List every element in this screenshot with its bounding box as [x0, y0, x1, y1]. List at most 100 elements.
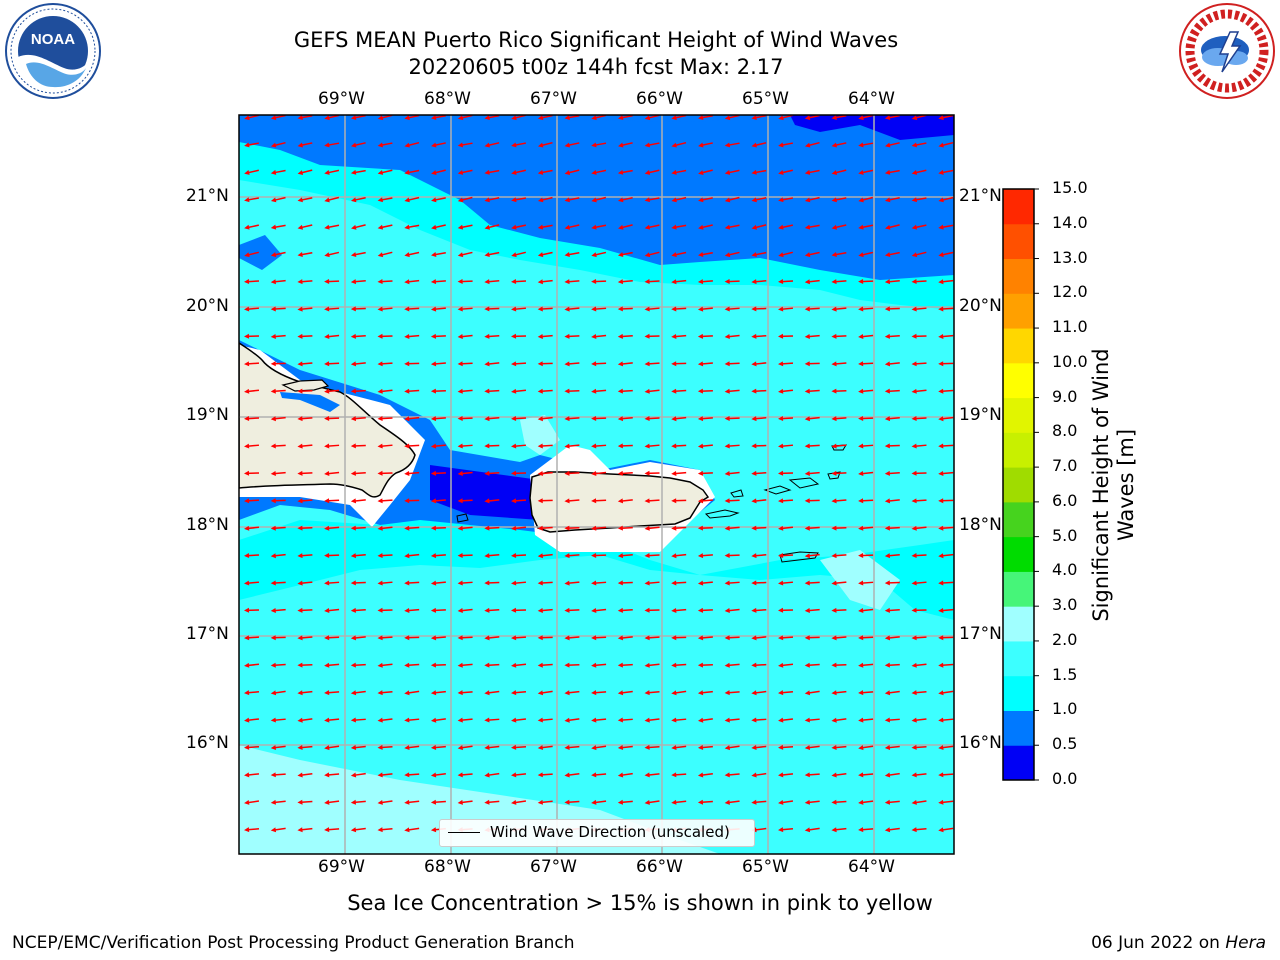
wave-direction-arrow: [804, 115, 820, 121]
wave-direction-arrow: [644, 279, 660, 285]
samana-bay: [280, 392, 340, 412]
wave-direction-arrow: [537, 443, 553, 449]
wave-direction-arrow: [511, 224, 527, 230]
wave-direction-arrow: [297, 690, 313, 696]
wave-direction-arrow: [938, 635, 954, 641]
wave-direction-arrow: [377, 115, 393, 121]
wave-direction-arrow: [778, 416, 794, 422]
wave-direction-arrow: [270, 717, 286, 723]
wave-band-2.0-3.0-east: [820, 550, 900, 610]
wave-direction-arrow: [511, 306, 527, 312]
wave-direction-arrow: [617, 553, 633, 559]
wave-direction-arrow: [484, 115, 500, 121]
wave-direction-arrow: [697, 690, 713, 696]
wave-direction-arrow: [377, 607, 393, 613]
wave-direction-arrow: [537, 580, 553, 586]
wave-direction-arrow: [804, 827, 820, 833]
colorbar-swatch: [1003, 467, 1034, 503]
wave-direction-arrow: [591, 443, 607, 449]
wave-direction-arrow: [671, 333, 687, 339]
wave-direction-arrow: [484, 525, 500, 531]
wave-direction-arrow: [724, 717, 740, 723]
wave-direction-arrow: [564, 306, 580, 312]
wave-direction-arrow: [644, 224, 660, 230]
wave-direction-arrow: [911, 662, 927, 668]
wave-direction-arrow: [270, 607, 286, 613]
wave-direction-arrow: [324, 443, 340, 449]
wave-direction-arrow: [297, 498, 313, 504]
wave-direction-arrow: [644, 388, 660, 394]
wave-direction-arrow: [911, 142, 927, 148]
lat-label-left: 17°N: [186, 624, 229, 644]
wave-direction-arrow: [831, 224, 847, 230]
wave-direction-arrow: [324, 416, 340, 422]
wave-direction-arrow: [644, 690, 660, 696]
wave-direction-arrow: [564, 607, 580, 613]
wave-direction-arrow: [537, 635, 553, 641]
wave-direction-arrow: [244, 416, 260, 422]
wave-direction-arrow: [537, 690, 553, 696]
wave-direction-arrow: [671, 635, 687, 641]
wave-direction-arrow: [377, 662, 393, 668]
wave-direction-arrow: [350, 772, 366, 778]
wave-band-1.0-1.5-south: [239, 510, 954, 620]
wave-direction-arrow: [831, 498, 847, 504]
wave-direction-arrow: [644, 717, 660, 723]
wave-direction-arrow: [751, 416, 767, 422]
wave-direction-arrow: [617, 333, 633, 339]
wave-direction-arrow: [938, 141, 954, 148]
wave-direction-arrow: [938, 745, 954, 751]
wave-direction-arrow: [377, 416, 393, 422]
wave-direction-arrow: [831, 717, 847, 723]
wave-direction-arrow: [831, 744, 847, 750]
noaa-logo-text: NOAA: [31, 31, 75, 48]
wave-direction-arrow: [350, 416, 366, 422]
wave-direction-arrow: [724, 471, 740, 476]
wave-direction-arrow: [911, 388, 927, 394]
wave-direction-arrow: [778, 827, 794, 833]
wave-direction-arrow: [778, 744, 794, 750]
wave-direction-arrow: [911, 470, 927, 476]
wave-direction-arrow: [430, 799, 446, 805]
wave-direction-arrow: [297, 799, 313, 805]
wave-direction-arrow: [671, 607, 687, 613]
wave-direction-arrow: [431, 224, 446, 230]
wave-direction-arrow: [537, 470, 553, 476]
wave-direction-arrow: [644, 580, 660, 586]
wave-direction-arrow: [617, 799, 633, 805]
wave-direction-arrow: [457, 388, 473, 394]
wave-direction-arrow: [858, 553, 874, 559]
wave-direction-arrow: [324, 799, 340, 805]
wave-direction-arrow: [404, 361, 420, 367]
wave-direction-arrow: [778, 525, 794, 531]
wave-direction-arrow: [404, 443, 420, 449]
wave-direction-arrow: [377, 224, 393, 230]
wave-direction-arrow: [564, 635, 580, 641]
wave-direction-arrow: [377, 251, 393, 258]
wave-direction-arrow: [778, 662, 794, 668]
wave-direction-arrow: [617, 197, 633, 203]
wave-direction-arrow: [484, 443, 500, 449]
wave-direction-arrow: [751, 251, 767, 258]
colorbar: [1002, 188, 1039, 781]
wave-direction-arrow: [270, 470, 286, 476]
wave-direction-arrow: [751, 115, 767, 121]
wave-direction-arrow: [511, 607, 527, 613]
wave-direction-arrow: [724, 662, 740, 668]
wave-direction-arrow: [457, 553, 473, 559]
wave-direction-arrow: [617, 416, 633, 422]
wave-direction-arrow: [270, 525, 286, 531]
lon-label-bottom: 65°W: [742, 857, 789, 877]
wave-direction-arrow: [351, 142, 366, 148]
wave-direction-arrow: [270, 279, 286, 285]
wave-direction-arrow: [297, 252, 313, 257]
wave-direction-arrow: [537, 279, 553, 285]
wave-direction-arrow: [591, 690, 607, 696]
wave-direction-arrow: [671, 443, 687, 449]
wave-direction-arrow: [511, 744, 527, 750]
colorbar-tick-label: 1.5: [1052, 664, 1078, 684]
wave-direction-arrow: [404, 333, 420, 339]
wave-direction-arrow: [270, 196, 286, 203]
wave-direction-arrow: [537, 251, 553, 258]
wave-direction-arrow: [564, 470, 580, 476]
